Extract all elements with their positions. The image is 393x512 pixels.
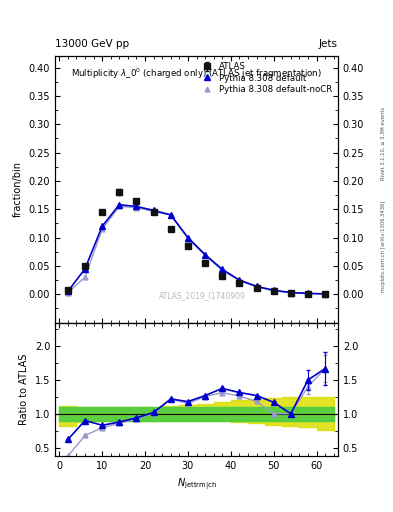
Pythia 8.308 default-noCR <box>169 212 173 218</box>
Pythia 8.308 default-noCR <box>237 278 242 284</box>
Pythia 8.308 default-noCR <box>203 252 208 258</box>
Line: Pythia 8.308 default-noCR: Pythia 8.308 default-noCR <box>66 204 327 296</box>
Text: mcplots.cern.ch [arXiv:1306.3436]: mcplots.cern.ch [arXiv:1306.3436] <box>381 200 386 291</box>
Text: ATLAS_2019_I1740909: ATLAS_2019_I1740909 <box>159 291 246 301</box>
Pythia 8.308 default-noCR <box>100 226 105 232</box>
Pythia 8.308 default-noCR <box>220 267 224 273</box>
Pythia 8.308 default-noCR <box>306 290 310 296</box>
Pythia 8.308 default <box>66 288 70 294</box>
Text: Multiplicity $\lambda\_0^0$ (charged only) (ATLAS jet fragmentation): Multiplicity $\lambda\_0^0$ (charged onl… <box>71 67 322 81</box>
Pythia 8.308 default <box>117 202 122 208</box>
Pythia 8.308 default-noCR <box>271 288 276 294</box>
Pythia 8.308 default <box>83 266 87 272</box>
Pythia 8.308 default <box>306 290 310 296</box>
Y-axis label: Ratio to ATLAS: Ratio to ATLAS <box>19 353 29 425</box>
Pythia 8.308 default <box>203 251 208 258</box>
Y-axis label: fraction/bin: fraction/bin <box>13 161 23 218</box>
Pythia 8.308 default <box>220 266 224 272</box>
Pythia 8.308 default <box>100 223 105 229</box>
Pythia 8.308 default-noCR <box>323 291 327 297</box>
X-axis label: $N_{\rm jettrm|ch}$: $N_{\rm jettrm|ch}$ <box>176 476 217 492</box>
Pythia 8.308 default-noCR <box>66 289 70 295</box>
Text: Jets: Jets <box>319 38 338 49</box>
Pythia 8.308 default <box>237 277 242 283</box>
Pythia 8.308 default <box>271 287 276 293</box>
Pythia 8.308 default <box>134 203 139 209</box>
Pythia 8.308 default <box>169 212 173 218</box>
Legend: ATLAS, Pythia 8.308 default, Pythia 8.308 default-noCR: ATLAS, Pythia 8.308 default, Pythia 8.30… <box>197 60 334 95</box>
Text: 13000 GeV pp: 13000 GeV pp <box>55 38 129 49</box>
Pythia 8.308 default-noCR <box>185 236 190 242</box>
Pythia 8.308 default-noCR <box>151 208 156 215</box>
Pythia 8.308 default-noCR <box>83 274 87 280</box>
Pythia 8.308 default-noCR <box>288 289 293 295</box>
Pythia 8.308 default <box>185 234 190 241</box>
Text: Rivet 3.1.10, ≥ 3.3M events: Rivet 3.1.10, ≥ 3.3M events <box>381 106 386 180</box>
Pythia 8.308 default-noCR <box>254 284 259 290</box>
Pythia 8.308 default-noCR <box>117 203 122 209</box>
Pythia 8.308 default <box>254 283 259 289</box>
Pythia 8.308 default-noCR <box>134 204 139 210</box>
Pythia 8.308 default <box>151 207 156 214</box>
Pythia 8.308 default <box>288 289 293 295</box>
Pythia 8.308 default <box>323 291 327 297</box>
Line: Pythia 8.308 default: Pythia 8.308 default <box>65 202 328 297</box>
